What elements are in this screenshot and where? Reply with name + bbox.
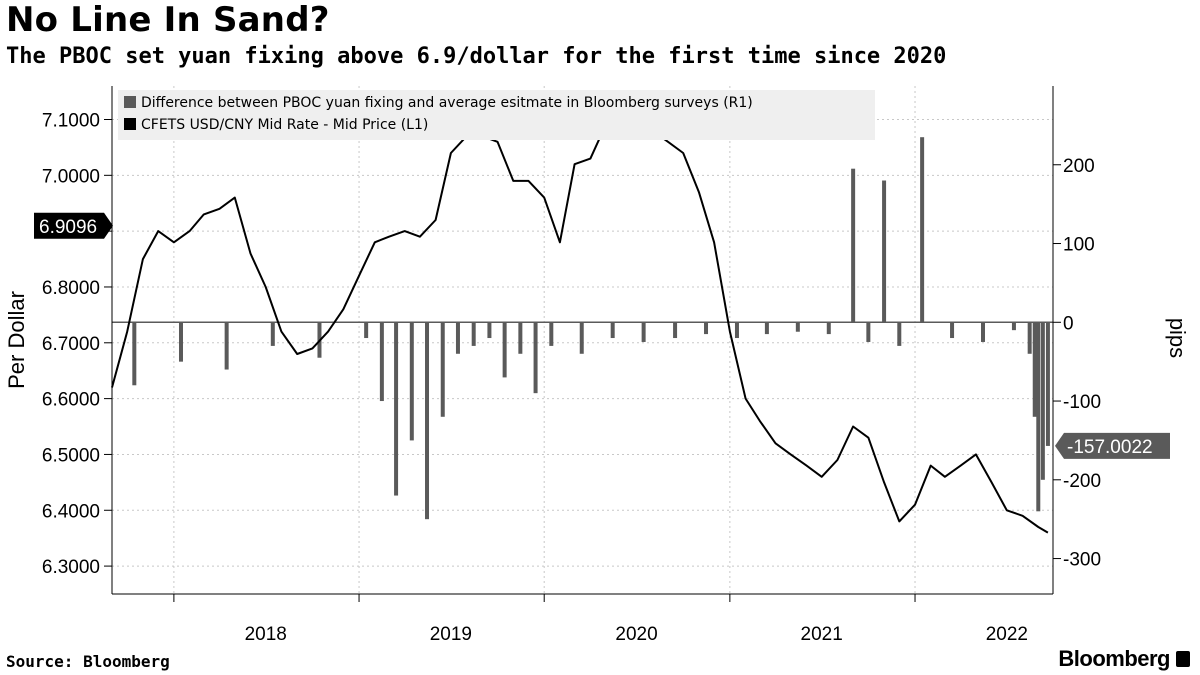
right-tick-label: 0 bbox=[1063, 313, 1074, 334]
chart-title: No Line In Sand? bbox=[6, 0, 330, 40]
x-tick-label: 2020 bbox=[615, 624, 657, 645]
legend-entry: Difference between PBOC yuan fixing and … bbox=[141, 95, 753, 111]
pips-bar bbox=[980, 322, 985, 342]
x-tick-label: 2018 bbox=[245, 624, 287, 645]
last-value-labels: 6.9096 -157.0022 bbox=[34, 212, 1170, 459]
chart-subtitle: The PBOC set yuan fixing above 6.9/dolla… bbox=[6, 44, 947, 69]
legend-box bbox=[118, 90, 875, 140]
pips-bar bbox=[471, 322, 476, 346]
pips-bar bbox=[1032, 322, 1037, 417]
pips-bar bbox=[851, 168, 856, 323]
pips-bar bbox=[579, 322, 584, 354]
pips-bar bbox=[1027, 322, 1032, 354]
left-tick-label: 7.1000 bbox=[42, 110, 100, 131]
pips-bar bbox=[866, 322, 871, 342]
right-tick-label: -100 bbox=[1063, 392, 1101, 413]
right-last-value-label: -157.0022 bbox=[1067, 437, 1153, 458]
left-tick-label: 6.8000 bbox=[42, 278, 100, 299]
pips-bar bbox=[224, 322, 229, 370]
pips-bar bbox=[487, 322, 492, 339]
pips-bar bbox=[826, 322, 831, 335]
pips-bar bbox=[641, 322, 646, 342]
pips-bar bbox=[1040, 322, 1045, 480]
left-tick-label: 7.0000 bbox=[42, 166, 100, 187]
right-tick-label: 200 bbox=[1063, 156, 1095, 177]
brand-mark-icon bbox=[1176, 651, 1190, 667]
pips-bar bbox=[379, 322, 384, 402]
pips-bar bbox=[549, 322, 554, 346]
left-tick-label: 6.7000 bbox=[42, 334, 100, 355]
right-last-value-badge bbox=[1055, 432, 1170, 459]
pips-bar bbox=[950, 322, 955, 339]
legend-entry: CFETS USD/CNY Mid Rate - Mid Price (L1) bbox=[141, 117, 428, 133]
right-tick-label: -200 bbox=[1063, 471, 1101, 492]
x-tick-label: 2021 bbox=[801, 624, 843, 645]
pips-bar bbox=[533, 322, 538, 394]
pips-bar bbox=[1036, 322, 1041, 512]
rate-line bbox=[111, 124, 1049, 534]
right-axis-title: pips bbox=[1165, 318, 1190, 358]
x-tick-label: 2022 bbox=[986, 624, 1028, 645]
pips-bar bbox=[440, 322, 445, 417]
pips-bar bbox=[673, 322, 678, 339]
pips-bar bbox=[1011, 322, 1016, 331]
pips-bar bbox=[734, 322, 739, 339]
legend-swatch bbox=[124, 118, 136, 130]
pips-bar bbox=[1045, 322, 1050, 446]
pips-bar bbox=[897, 322, 902, 346]
left-tick-label: 6.5000 bbox=[42, 445, 100, 466]
axes: 7.10007.00006.90006.80006.70006.60006.50… bbox=[4, 86, 1190, 645]
left-tick-label: 6.4000 bbox=[42, 501, 100, 522]
pips-bar bbox=[920, 137, 925, 323]
pips-bar bbox=[425, 322, 430, 520]
pips-bar bbox=[270, 322, 275, 346]
pips-bar bbox=[455, 322, 460, 354]
legend-swatch bbox=[124, 96, 136, 108]
pips-bar-series bbox=[112, 137, 1053, 520]
pips-bar bbox=[394, 322, 399, 496]
left-last-value-label: 6.9096 bbox=[39, 217, 97, 238]
left-tick-label: 6.6000 bbox=[42, 390, 100, 411]
x-tick-label: 2019 bbox=[430, 624, 472, 645]
source-note: Source: Bloomberg bbox=[6, 652, 170, 671]
right-tick-label: 100 bbox=[1063, 235, 1095, 256]
pips-bar bbox=[409, 322, 414, 441]
left-tick-label: 6.3000 bbox=[42, 557, 100, 578]
pips-bar bbox=[610, 322, 615, 339]
pips-bar bbox=[704, 322, 709, 335]
brand-logo: Bloomberg bbox=[1058, 646, 1190, 672]
pips-bar bbox=[178, 322, 183, 362]
pips-bar bbox=[502, 322, 507, 378]
pips-bar bbox=[132, 322, 137, 386]
pips-bar bbox=[518, 322, 523, 354]
pips-bar bbox=[364, 322, 369, 339]
left-last-value-badge bbox=[34, 212, 113, 239]
legend: Difference between PBOC yuan fixing and … bbox=[118, 90, 875, 140]
rate-line-series bbox=[111, 124, 1049, 534]
pips-bar bbox=[795, 322, 800, 332]
pips-bar bbox=[764, 322, 769, 335]
pips-bar bbox=[882, 180, 887, 323]
left-axis-title: Per Dollar bbox=[4, 291, 29, 389]
right-tick-label: -300 bbox=[1063, 550, 1101, 571]
